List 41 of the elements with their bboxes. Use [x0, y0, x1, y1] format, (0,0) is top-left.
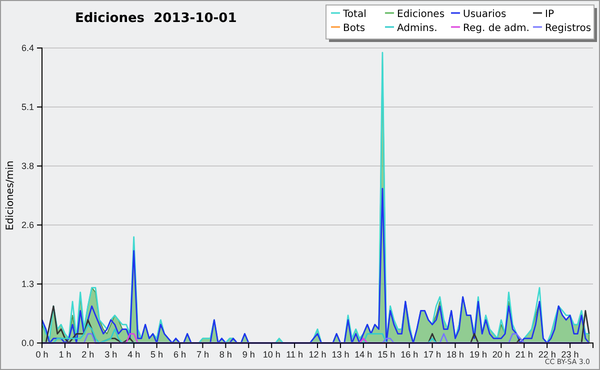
- x-tick-label: 9 h: [242, 349, 255, 360]
- x-tick-label: 6 h: [173, 349, 186, 360]
- x-tick-label: 8 h: [219, 349, 232, 360]
- legend-label: IP: [545, 9, 554, 20]
- x-tick-label: 16 h: [400, 349, 418, 360]
- x-tick-label: 10 h: [262, 349, 280, 360]
- x-tick-label: 18 h: [446, 349, 464, 360]
- x-tick-label: 7 h: [196, 349, 209, 360]
- x-tick-label: 2 h: [82, 349, 94, 360]
- x-tick-label: 17 h: [424, 349, 442, 360]
- x-tick-label: 19 h: [469, 349, 487, 360]
- x-tick-label: 22 h: [538, 349, 556, 360]
- x-tick-label: 21 h: [515, 349, 533, 360]
- x-tick-label: 5 h: [150, 349, 164, 360]
- legend-label: Bots: [343, 23, 366, 34]
- x-tick-label: 11 h: [286, 349, 303, 360]
- x-tick-label: 3 h: [104, 349, 118, 360]
- legend-label: Usuarios: [463, 9, 506, 20]
- x-tick-label: 12 h: [308, 349, 326, 360]
- x-tick-label: 13 h: [332, 349, 350, 360]
- x-tick-label: 23 h: [561, 349, 579, 360]
- x-tick-label: 15 h: [378, 349, 396, 360]
- y-tick-label: 2.6: [21, 220, 34, 230]
- legend-label: Ediciones: [397, 9, 445, 20]
- y-axis-title: Ediciones/min: [5, 160, 16, 230]
- x-tick-label: 1 h: [58, 349, 72, 360]
- y-tick-label: 3.8: [21, 160, 34, 171]
- legend-label: Admins.: [397, 23, 438, 34]
- legend-label: Reg. de adm.: [463, 23, 530, 34]
- x-tick-label: 0 h: [36, 349, 48, 360]
- x-tick-label: 4 h: [128, 349, 140, 360]
- y-tick-label: 5.1: [21, 102, 34, 112]
- x-tick-label: 20 h: [492, 349, 510, 360]
- legend-label: Total: [342, 9, 366, 20]
- y-tick-label: 0.0: [21, 338, 34, 348]
- y-tick-label: 1.3: [21, 278, 34, 289]
- legend-label: Registros: [545, 23, 592, 34]
- x-tick-label: 14 h: [354, 349, 372, 360]
- line-series: [41, 188, 590, 344]
- chart-title: Ediciones 2013-10-01: [75, 11, 237, 26]
- y-tick-label: 6.4: [21, 42, 34, 53]
